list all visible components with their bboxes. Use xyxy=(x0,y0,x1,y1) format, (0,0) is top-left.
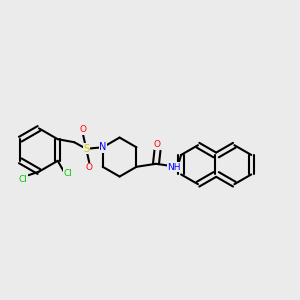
Text: Cl: Cl xyxy=(19,175,28,184)
Text: N: N xyxy=(99,142,106,152)
Text: S: S xyxy=(83,144,89,154)
Text: NH: NH xyxy=(167,163,181,172)
Text: N: N xyxy=(99,142,106,152)
Text: Cl: Cl xyxy=(64,169,73,178)
Text: O: O xyxy=(154,140,161,149)
Text: O: O xyxy=(80,125,87,134)
Text: O: O xyxy=(86,163,93,172)
